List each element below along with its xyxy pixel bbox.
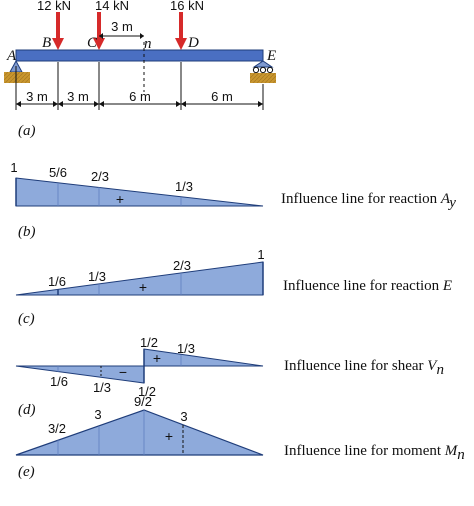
caption-e: (e) [18, 464, 35, 480]
il-e-description: Influence line for reaction E [283, 278, 452, 294]
il-ay-sign: + [116, 191, 124, 207]
il-ay-value-c: 2/3 [91, 169, 109, 184]
il-ay-area [15, 177, 264, 207]
il-e-value-d: 2/3 [173, 258, 191, 273]
span-dimension-lines [15, 62, 264, 110]
panel-moment-mn: 3/2 3 9/2 3 + Influence line for moment … [15, 394, 465, 480]
caption-c: (c) [18, 311, 35, 327]
panel-reaction-e: 1/6 1/3 2/3 1 + Influence line for react… [15, 247, 452, 327]
roller-support-e [250, 60, 276, 83]
il-mn-value-b: 3/2 [48, 421, 66, 436]
span-label-bc: 3 m [67, 89, 89, 104]
load-arrow-c [93, 12, 105, 50]
panel-shear-vn: 1/2 1/3 1/6 1/3 1/2 + − Influence line f… [15, 335, 444, 418]
il-e-sign: + [139, 279, 147, 295]
il-vn-value-top: 1/2 [140, 335, 158, 350]
il-vn-value-b: 1/6 [50, 374, 68, 389]
caption-a: (a) [18, 123, 36, 139]
il-vn-sign-positive: + [153, 350, 161, 366]
cn-dimension-label: 3 m [111, 19, 133, 34]
il-e-value-b: 1/6 [48, 274, 66, 289]
beam-diagram: 12 kN 14 kN 16 kN 3 m A B C n D E [4, 0, 276, 139]
span-label-ab: 3 m [26, 89, 48, 104]
beam [15, 49, 264, 62]
il-ay-value-b: 5/6 [49, 165, 67, 180]
il-vn-value-c: 1/3 [93, 380, 111, 395]
il-mn-description: Influence line for moment Mn [284, 443, 465, 463]
il-mn-value-d: 3 [180, 409, 187, 424]
il-e-value-e: 1 [257, 247, 264, 262]
point-label-b: B [42, 35, 51, 51]
il-vn-positive-area [143, 348, 264, 367]
load-arrow-b [52, 12, 64, 50]
load-label-b: 12 kN [37, 0, 71, 13]
il-e-value-c: 1/3 [88, 269, 106, 284]
il-ay-value-d: 1/3 [175, 179, 193, 194]
il-mn-value-n: 9/2 [134, 394, 152, 409]
il-vn-value-d: 1/3 [177, 341, 195, 356]
span-dimension-arrows [16, 101, 263, 107]
point-label-e: E [266, 48, 276, 64]
caption-d: (d) [18, 402, 36, 418]
il-ay-value-a: 1 [10, 160, 17, 175]
load-label-d: 16 kN [170, 0, 204, 13]
load-arrow-d [175, 12, 187, 50]
span-label-cd: 6 m [129, 89, 151, 104]
point-label-d: D [187, 35, 199, 51]
span-label-de: 6 m [211, 89, 233, 104]
point-label-a: A [6, 48, 17, 64]
il-ay-description: Influence line for reaction Ay [281, 191, 456, 211]
pin-support-a [4, 59, 30, 83]
point-label-c: C [87, 35, 98, 51]
il-vn-description: Influence line for shear Vn [284, 358, 444, 378]
il-vn-value-bottom: 1/2 [138, 384, 156, 399]
panel-reaction-ay: 1 5/6 2/3 1/3 + Influence line for react… [10, 160, 456, 240]
cn-dimension [99, 33, 144, 39]
il-mn-sign: + [165, 428, 173, 444]
caption-b: (b) [18, 224, 36, 240]
point-label-n: n [144, 36, 152, 52]
load-label-c: 14 kN [95, 0, 129, 13]
il-vn-sign-negative: − [119, 364, 127, 380]
il-mn-value-c: 3 [94, 407, 101, 422]
